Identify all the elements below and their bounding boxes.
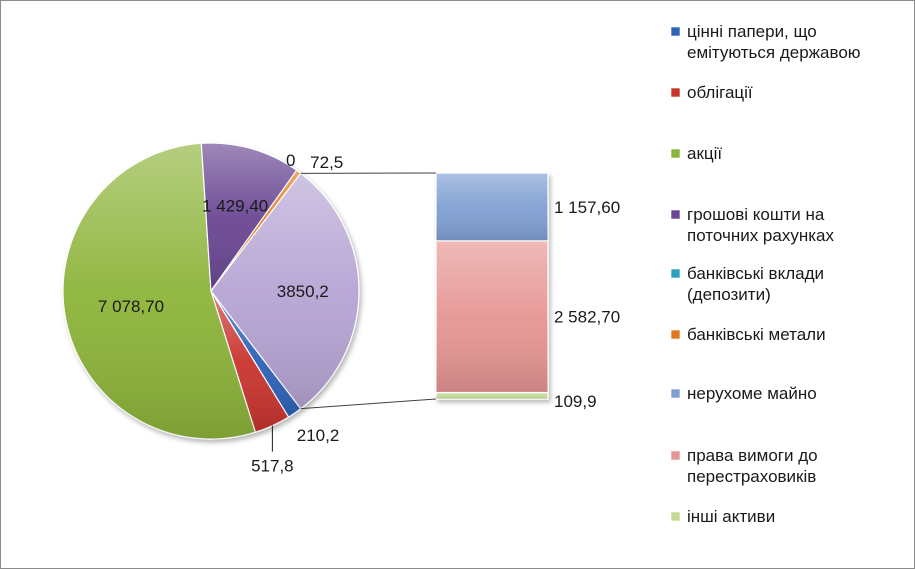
legend-item-4: грошові кошти на поточних рахунках — [670, 205, 834, 245]
legend-label: грошові кошти на — [687, 205, 825, 224]
bar-segment-gloss — [436, 173, 548, 241]
pie-slice-other-gloss — [211, 173, 359, 409]
pie-slice-акції-gloss — [63, 143, 256, 440]
legend-swatch — [670, 511, 681, 522]
legend-swatch — [670, 450, 681, 461]
data-label-облігації: 517,8 — [251, 457, 294, 476]
legend-swatch — [670, 329, 681, 340]
legend-label: банківські вклади — [687, 264, 824, 283]
connector-bottom — [300, 398, 437, 410]
legend-label: нерухоме майно — [687, 384, 817, 403]
data-label-права-вимоги-до-перестраховиків: 2 582,70 — [554, 308, 620, 327]
pie-slice-цінні-папери-що-емітуються-державою-gloss — [211, 291, 301, 418]
legend-label: інші активи — [687, 507, 775, 526]
legend-swatch — [670, 148, 681, 159]
legend-item-5: банківські вклади (депозити) — [670, 264, 824, 304]
legend-item-3: акції — [670, 144, 722, 163]
pie-slice-грошові-кошти-на-поточних-рахунках-gloss — [201, 143, 297, 291]
bar-group — [435, 172, 549, 400]
legend-label: акції — [687, 144, 722, 163]
legend-label: емітуються державою — [687, 43, 861, 62]
legend-swatch — [670, 268, 681, 279]
connector-lines — [300, 172, 437, 410]
data-label-нерухоме-майно: 1 157,60 — [554, 198, 620, 217]
data-label-банківські-вклади-депозити: 0 — [286, 151, 295, 170]
pie-group — [62, 142, 360, 440]
legend-label: поточних рахунках — [687, 226, 834, 245]
legend: цінні папери, що емітуються державою обліг… — [670, 22, 861, 526]
legend-item-6: банківські метали — [670, 325, 826, 344]
legend-item-1: цінні папери, що емітуються державою — [670, 22, 861, 62]
legend-swatch — [670, 388, 681, 399]
data-label-грошові-кошти-на-поточних-рахунках: 1 429,40 — [202, 197, 268, 216]
data-label-банківські-метали: 72,5 — [310, 153, 343, 172]
legend-item-8: права вимоги до перестраховиків — [670, 446, 818, 486]
legend-item-2: облігації — [670, 83, 753, 102]
legend-label: банківські метали — [687, 325, 826, 344]
legend-swatch — [670, 87, 681, 98]
legend-label: права вимоги до — [687, 446, 818, 465]
data-label-інші-активи: 109,9 — [554, 392, 597, 411]
legend-label: цінні папери, що — [687, 22, 817, 41]
legend-item-9: інші активи — [670, 507, 775, 526]
legend-label: облігації — [687, 83, 753, 102]
legend-swatch — [670, 209, 681, 220]
legend-swatch — [670, 26, 681, 37]
data-label-цінні-папери-що-емітуються-державою: 210,2 — [297, 426, 340, 445]
pie-slice-облігації-gloss — [211, 291, 289, 433]
legend-label: перестраховиків — [687, 467, 816, 486]
bar-segment-gloss — [436, 240, 548, 393]
legend-label: (депозити) — [687, 285, 771, 304]
bar-segment-gloss — [436, 392, 548, 399]
data-label-акції: 7 078,70 — [98, 297, 164, 316]
data-label-other: 3850,2 — [277, 282, 329, 301]
legend-item-7: нерухоме майно — [670, 384, 817, 403]
